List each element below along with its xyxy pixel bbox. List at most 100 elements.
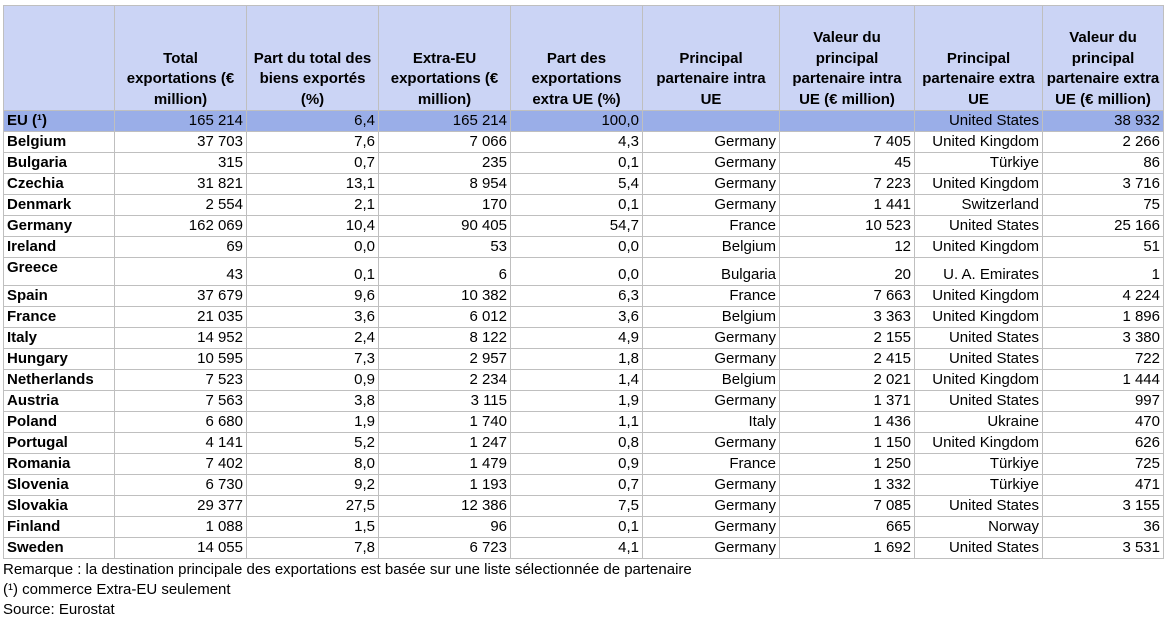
table-row: Netherlands 7 523 0,9 2 234 1,4 Belgium 2 021 U… bbox=[3, 369, 1164, 391]
table-cell: United States bbox=[914, 215, 1043, 237]
table-cell: 53 bbox=[378, 236, 511, 258]
table-cell: United Kingdom bbox=[914, 432, 1043, 454]
footnote-extra-eu: (¹) commerce Extra-EU seulement bbox=[3, 581, 231, 598]
table-cell: 1,8 bbox=[510, 348, 643, 370]
table-cell: United Kingdom bbox=[914, 369, 1043, 391]
table-cell: 3 531 bbox=[1042, 537, 1164, 559]
table-cell: 54,7 bbox=[510, 215, 643, 237]
table-cell: 3 115 bbox=[378, 390, 511, 412]
table-cell: United States bbox=[914, 110, 1043, 132]
table-cell: 722 bbox=[1042, 348, 1164, 370]
exports-table: Total exportations (€ million) Part du to… bbox=[3, 5, 1164, 559]
table-cell: 8 122 bbox=[378, 327, 511, 349]
table-cell: 12 bbox=[779, 236, 915, 258]
table-row: Slovakia 29 377 27,5 12 386 7,5 Germany 7 085 U… bbox=[3, 495, 1164, 517]
country-cell: EU (¹) bbox=[3, 110, 115, 132]
table-cell: 1 bbox=[1042, 257, 1164, 286]
country-cell: Denmark bbox=[3, 194, 115, 216]
table-cell: Germany bbox=[642, 432, 780, 454]
table-cell: Italy bbox=[642, 411, 780, 433]
country-cell: Hungary bbox=[3, 348, 115, 370]
header-cell: Principal partenaire extra UE bbox=[914, 5, 1043, 111]
table-cell bbox=[642, 110, 780, 132]
table-cell: 3 380 bbox=[1042, 327, 1164, 349]
table-cell: 235 bbox=[378, 152, 511, 174]
table-cell: France bbox=[642, 215, 780, 237]
table-row: Czechia 31 821 13,1 8 954 5,4 Germany 7 223 Uni… bbox=[3, 173, 1164, 195]
table-cell: Belgium bbox=[642, 306, 780, 328]
table-cell: United States bbox=[914, 348, 1043, 370]
table-cell: Ukraine bbox=[914, 411, 1043, 433]
table-cell: 7,8 bbox=[246, 537, 379, 559]
table-cell: 29 377 bbox=[114, 495, 247, 517]
header-cell: Part des exportations extra UE (%) bbox=[510, 5, 643, 111]
table-cell: 3 155 bbox=[1042, 495, 1164, 517]
table-cell: 1 371 bbox=[779, 390, 915, 412]
table-cell: 1 436 bbox=[779, 411, 915, 433]
table-cell: 6,4 bbox=[246, 110, 379, 132]
table-cell: Germany bbox=[642, 348, 780, 370]
table-row: Ireland 69 0,0 53 0,0 Belgium 12 United Kingdom… bbox=[3, 236, 1164, 258]
table-cell: 0,1 bbox=[510, 152, 643, 174]
table-cell: 0,9 bbox=[246, 369, 379, 391]
table-cell: 36 bbox=[1042, 516, 1164, 538]
table-cell: 1,5 bbox=[246, 516, 379, 538]
country-cell: Sweden bbox=[3, 537, 115, 559]
table-cell: 2 155 bbox=[779, 327, 915, 349]
table-cell: 10,4 bbox=[246, 215, 379, 237]
table-cell: 2 957 bbox=[378, 348, 511, 370]
table-cell: 6 012 bbox=[378, 306, 511, 328]
table-cell: 3,6 bbox=[510, 306, 643, 328]
table-cell: 31 821 bbox=[114, 173, 247, 195]
table-cell: 14 952 bbox=[114, 327, 247, 349]
table-cell: 7 523 bbox=[114, 369, 247, 391]
country-cell: Bulgaria bbox=[3, 152, 115, 174]
table-row: Poland 6 680 1,9 1 740 1,1 Italy 1 436 Ukraine 4… bbox=[3, 411, 1164, 433]
table-cell: 96 bbox=[378, 516, 511, 538]
table-cell: 1,4 bbox=[510, 369, 643, 391]
table-cell: 7,3 bbox=[246, 348, 379, 370]
table-cell: 100,0 bbox=[510, 110, 643, 132]
table-cell: Belgium bbox=[642, 369, 780, 391]
table-row: Romania 7 402 8,0 1 479 0,9 France 1 250 Türkiy… bbox=[3, 453, 1164, 475]
exports-table-container: Total exportations (€ million) Part du to… bbox=[3, 5, 1164, 620]
table-header-row: Total exportations (€ million) Part du to… bbox=[3, 5, 1164, 111]
table-cell: 1,1 bbox=[510, 411, 643, 433]
table-cell: 165 214 bbox=[378, 110, 511, 132]
table-cell: 5,2 bbox=[246, 432, 379, 454]
table-cell: 10 523 bbox=[779, 215, 915, 237]
country-cell: Belgium bbox=[3, 131, 115, 153]
table-cell: 9,2 bbox=[246, 474, 379, 496]
table-cell: 1 250 bbox=[779, 453, 915, 475]
country-cell: Poland bbox=[3, 411, 115, 433]
table-cell: 8,0 bbox=[246, 453, 379, 475]
table-cell: 2 554 bbox=[114, 194, 247, 216]
table-cell: 51 bbox=[1042, 236, 1164, 258]
table-cell: 2,1 bbox=[246, 194, 379, 216]
table-cell: 3,8 bbox=[246, 390, 379, 412]
table-cell: 0,7 bbox=[510, 474, 643, 496]
table-cell: 69 bbox=[114, 236, 247, 258]
country-cell: Ireland bbox=[3, 236, 115, 258]
table-cell: France bbox=[642, 285, 780, 307]
table-cell: 7 085 bbox=[779, 495, 915, 517]
table-cell: 4 141 bbox=[114, 432, 247, 454]
table-cell: 1 150 bbox=[779, 432, 915, 454]
table-cell: 162 069 bbox=[114, 215, 247, 237]
table-cell: 0,0 bbox=[246, 236, 379, 258]
table-cell: 4,3 bbox=[510, 131, 643, 153]
table-cell: 7 405 bbox=[779, 131, 915, 153]
table-cell: 90 405 bbox=[378, 215, 511, 237]
table-notes: Remarque : la destination principale des… bbox=[3, 560, 1163, 620]
table-cell: 665 bbox=[779, 516, 915, 538]
table-row: Denmark 2 554 2,1 170 0,1 Germany 1 441 Switzer… bbox=[3, 194, 1164, 216]
table-cell: Germany bbox=[642, 173, 780, 195]
country-cell: France bbox=[3, 306, 115, 328]
table-cell: Germany bbox=[642, 152, 780, 174]
table-row: France 21 035 3,6 6 012 3,6 Belgium 3 363 Unite… bbox=[3, 306, 1164, 328]
table-cell: Bulgaria bbox=[642, 257, 780, 286]
country-cell: Austria bbox=[3, 390, 115, 412]
table-cell: 75 bbox=[1042, 194, 1164, 216]
table-cell: 1,9 bbox=[510, 390, 643, 412]
table-cell: 0,8 bbox=[510, 432, 643, 454]
